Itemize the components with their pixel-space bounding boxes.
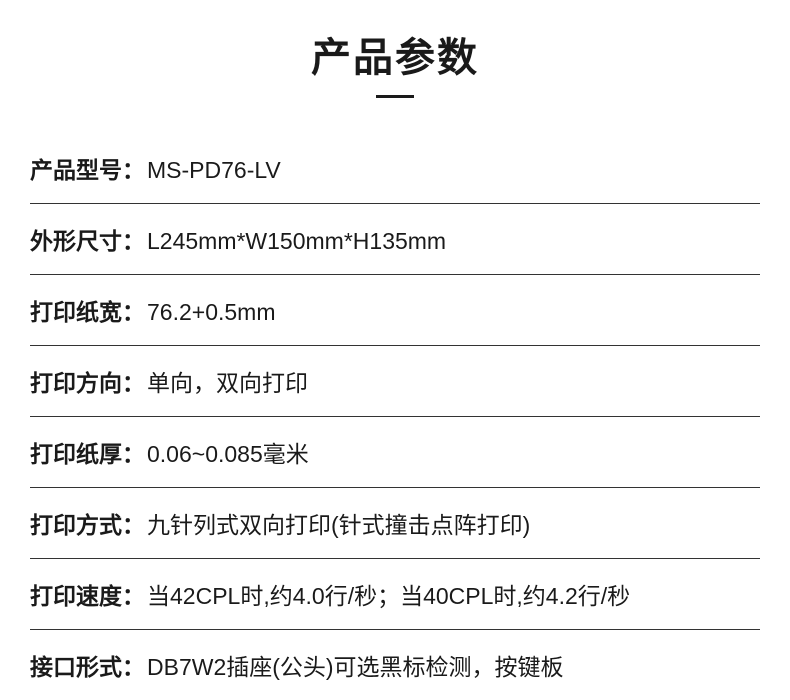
- title-underline: [376, 95, 414, 98]
- spec-list: 产品型号： MS-PD76-LV 外形尺寸： L245mm*W150mm*H13…: [30, 133, 760, 700]
- spec-row: 接口形式： DB7W2插座(公头)可选黑标检测，按键板: [30, 630, 760, 700]
- spec-label: 打印纸厚：: [30, 435, 145, 469]
- spec-value: DB7W2插座(公头)可选黑标检测，按键板: [147, 648, 564, 682]
- page-title: 产品参数: [30, 25, 760, 83]
- spec-value: 九针列式双向打印(针式撞击点阵打印): [147, 506, 530, 540]
- spec-row: 打印纸宽： 76.2+0.5mm: [30, 275, 760, 346]
- spec-value: 0.06~0.085毫米: [147, 435, 309, 469]
- spec-label: 打印方式：: [30, 506, 145, 540]
- spec-label: 打印速度：: [30, 577, 145, 611]
- spec-row: 打印方式： 九针列式双向打印(针式撞击点阵打印): [30, 488, 760, 559]
- spec-label: 外形尺寸：: [30, 222, 145, 256]
- spec-row: 打印纸厚： 0.06~0.085毫米: [30, 417, 760, 488]
- spec-row: 外形尺寸： L245mm*W150mm*H135mm: [30, 204, 760, 275]
- spec-value: 76.2+0.5mm: [147, 299, 276, 326]
- spec-label: 打印纸宽：: [30, 293, 145, 327]
- spec-value: MS-PD76-LV: [147, 157, 281, 184]
- spec-value: L245mm*W150mm*H135mm: [147, 228, 446, 255]
- title-section: 产品参数: [30, 0, 760, 113]
- spec-value: 单向，双向打印: [147, 364, 308, 398]
- spec-row: 打印速度： 当42CPL时,约4.0行/秒；当40CPL时,约4.2行/秒: [30, 559, 760, 630]
- spec-row: 产品型号： MS-PD76-LV: [30, 133, 760, 204]
- spec-value: 当42CPL时,约4.0行/秒；当40CPL时,约4.2行/秒: [147, 577, 630, 611]
- spec-label: 接口形式：: [30, 648, 145, 682]
- spec-label: 产品型号：: [30, 151, 145, 185]
- spec-label: 打印方向：: [30, 364, 145, 398]
- spec-row: 打印方向： 单向，双向打印: [30, 346, 760, 417]
